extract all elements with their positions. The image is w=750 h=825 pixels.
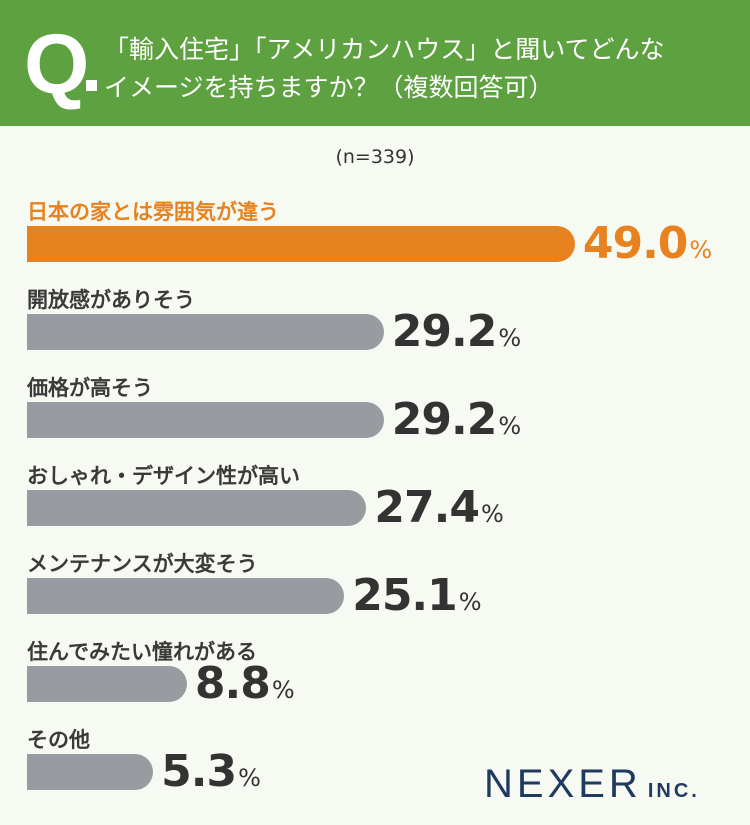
value-unit: % xyxy=(458,588,482,616)
value-label: 29.2% xyxy=(391,306,521,357)
value-label: 8.8% xyxy=(194,658,295,709)
q-mark: Q xyxy=(24,17,90,111)
category-label: その他 xyxy=(27,728,90,752)
value-unit: % xyxy=(498,412,521,440)
bar-row: おしゃれ・デザイン性が高い 27.4% xyxy=(27,460,747,550)
logo-name: NEXER xyxy=(484,762,642,806)
value-number: 27.4 xyxy=(374,482,480,533)
bar xyxy=(27,666,187,702)
bar-row: 住んでみたい憧れがある 8.8% xyxy=(27,636,747,726)
value-number: 29.2 xyxy=(391,394,498,445)
category-label: 価格が高そう xyxy=(27,376,153,400)
bar-row: メンテナンスが大変そう 25.1% xyxy=(27,548,747,638)
bar xyxy=(27,226,575,262)
bar xyxy=(27,754,154,790)
category-label: 住んでみたい憧れがある xyxy=(27,640,257,664)
question-header: Q 「輸入住宅」「アメリカンハウス」と聞いてどんな イメージを持ちますか？（複数… xyxy=(0,0,750,126)
q-dot xyxy=(86,80,97,91)
value-unit: % xyxy=(480,500,504,528)
value-label: 27.4% xyxy=(374,482,504,533)
bar-row: 価格が高そう 29.2% xyxy=(27,372,747,462)
question-line-2: イメージを持ちますか？（複数回答可） xyxy=(104,73,554,102)
bar-row: 日本の家とは雰囲気が違う 49.0% xyxy=(27,196,747,286)
value-unit: % xyxy=(238,764,261,792)
value-number: 25.1 xyxy=(352,570,458,621)
value-label: 25.1% xyxy=(352,570,482,621)
bar xyxy=(27,314,384,350)
logo-suffix: INC. xyxy=(647,780,700,802)
value-number: 29.2 xyxy=(391,306,498,357)
bar xyxy=(27,578,345,614)
bar xyxy=(27,402,384,438)
bar-row: 開放感がありそう 29.2% xyxy=(27,284,747,374)
nexer-logo: NEXER INC. xyxy=(484,762,700,807)
question-line-1: 「輸入住宅」「アメリカンハウス」と聞いてどんな xyxy=(104,35,665,64)
bar xyxy=(27,490,367,526)
category-label: おしゃれ・デザイン性が高い xyxy=(27,464,300,488)
category-label: 日本の家とは雰囲気が違う xyxy=(27,200,279,224)
value-number: 5.3 xyxy=(161,746,237,797)
value-label: 5.3% xyxy=(161,746,261,797)
value-label: 29.2% xyxy=(391,394,521,445)
value-unit: % xyxy=(498,324,521,352)
value-unit: % xyxy=(271,676,295,704)
sample-size: (n=339) xyxy=(335,146,415,168)
category-label: 開放感がありそう xyxy=(27,288,195,312)
value-number: 8.8 xyxy=(194,658,271,709)
value-label: 49.0% xyxy=(582,218,712,269)
value-number: 49.0 xyxy=(582,218,689,269)
category-label: メンテナンスが大変そう xyxy=(27,552,258,576)
bar-row: その他 5.3% xyxy=(27,724,747,814)
value-unit: % xyxy=(689,236,712,264)
